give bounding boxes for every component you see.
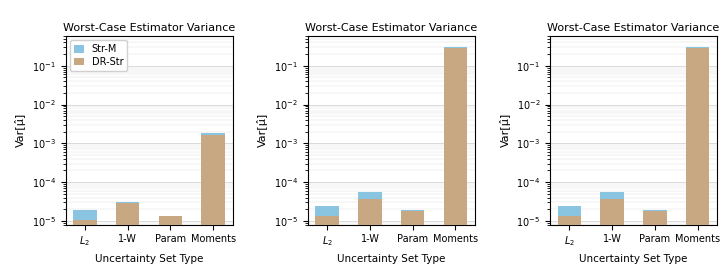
Title: Worst-Case Estimator Variance: Worst-Case Estimator Variance <box>547 24 720 33</box>
Legend: Str-M, DR-Str: Str-M, DR-Str <box>71 41 127 71</box>
Bar <box>643 211 667 274</box>
Bar <box>202 135 225 274</box>
Bar <box>116 203 140 274</box>
Bar <box>73 220 97 274</box>
Bar <box>601 192 624 274</box>
Bar <box>159 216 182 274</box>
Bar <box>443 48 467 274</box>
X-axis label: Uncertainty Set Type: Uncertainty Set Type <box>337 254 446 264</box>
Bar <box>73 210 97 274</box>
Bar <box>601 199 624 274</box>
Bar <box>558 216 581 274</box>
Bar <box>443 47 467 274</box>
Bar <box>643 210 667 274</box>
Title: Worst-Case Estimator Variance: Worst-Case Estimator Variance <box>305 24 478 33</box>
Bar <box>315 216 339 274</box>
Bar <box>686 48 710 274</box>
Bar <box>558 206 581 274</box>
Y-axis label: Var[μ̂]: Var[μ̂] <box>499 113 510 147</box>
Bar <box>686 47 710 274</box>
Bar <box>159 216 182 274</box>
Bar <box>358 199 381 274</box>
Bar <box>401 210 424 274</box>
Bar <box>401 211 424 274</box>
Bar <box>358 192 381 274</box>
Title: Worst-Case Estimator Variance: Worst-Case Estimator Variance <box>63 24 235 33</box>
Bar <box>116 202 140 274</box>
X-axis label: Uncertainty Set Type: Uncertainty Set Type <box>95 254 203 264</box>
X-axis label: Uncertainty Set Type: Uncertainty Set Type <box>579 254 688 264</box>
Bar <box>202 133 225 274</box>
Y-axis label: Var[μ̂]: Var[μ̂] <box>15 113 26 147</box>
Bar <box>315 206 339 274</box>
Y-axis label: Var[μ̂]: Var[μ̂] <box>257 113 269 147</box>
